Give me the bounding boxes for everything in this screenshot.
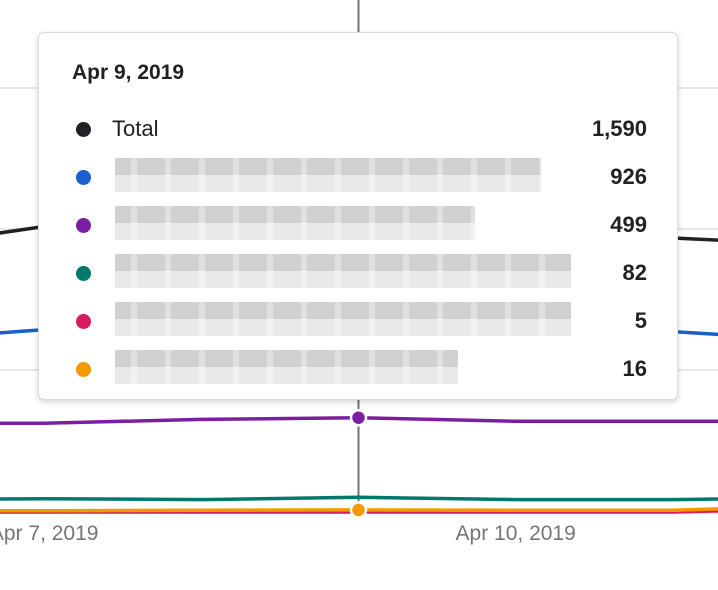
tooltip-row: 926: [39, 153, 679, 201]
redacted-label: [115, 254, 571, 288]
series-color-dot: [76, 170, 91, 185]
tooltip-series-value: 5: [634, 308, 647, 333]
x-axis-ticks: Apr 7, 2019 Apr 10, 2019: [0, 522, 576, 545]
tooltip-series-value: 1,590: [591, 116, 647, 141]
redacted-label: [115, 350, 458, 384]
x-tick-label: Apr 7, 2019: [0, 522, 98, 545]
redacted-label: [115, 206, 475, 240]
chart-tooltip: Apr 9, 2019 Total 1,590 926 499 82 5 16: [38, 32, 678, 400]
tooltip-series-label: Total: [112, 116, 159, 141]
series-color-dot: [76, 314, 91, 329]
tooltip-series-value: 16: [622, 356, 647, 381]
tooltip-series-value: 926: [610, 164, 647, 189]
series-color-dot: [76, 266, 91, 281]
tooltip-row: 82: [39, 249, 679, 297]
tooltip-row: 499: [39, 201, 679, 249]
redacted-label: [115, 302, 571, 336]
hover-point-5: [349, 501, 368, 519]
tooltip-row: Total 1,590: [39, 105, 679, 153]
hover-point-2: [349, 408, 368, 427]
series-color-dot: [76, 362, 91, 377]
series-color-dot: [76, 218, 91, 233]
series-color-dot: [76, 122, 91, 137]
tooltip-date: Apr 9, 2019: [72, 61, 185, 84]
series-line-3: [0, 495, 718, 502]
tooltip-series-value: 82: [622, 260, 647, 285]
tooltip-row: 5: [39, 297, 679, 345]
redacted-label: [115, 158, 541, 192]
x-tick-label: Apr 10, 2019: [456, 522, 576, 545]
tooltip-row: 16: [39, 345, 679, 393]
tooltip-series-value: 499: [610, 212, 647, 237]
